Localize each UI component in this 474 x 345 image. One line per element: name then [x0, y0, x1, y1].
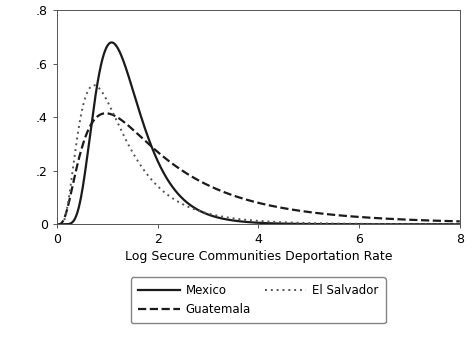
X-axis label: Log Secure Communities Deportation Rate: Log Secure Communities Deportation Rate: [125, 250, 392, 264]
Legend: Mexico, Guatemala, El Salvador: Mexico, Guatemala, El Salvador: [131, 277, 385, 323]
